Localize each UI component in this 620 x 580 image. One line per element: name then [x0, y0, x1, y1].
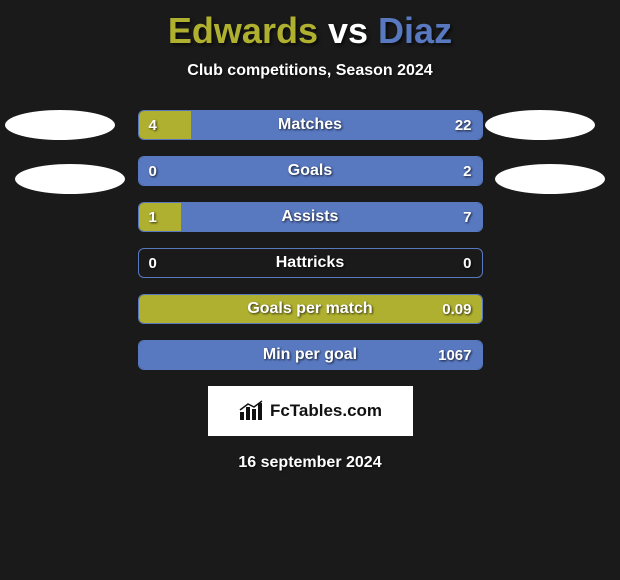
page-title: Edwards vs Diaz	[0, 0, 620, 52]
stat-label: Goals	[139, 157, 482, 185]
title-player1: Edwards	[168, 10, 318, 51]
stat-row: 17Assists	[138, 202, 483, 232]
date-text: 16 september 2024	[0, 454, 620, 472]
player-ellipse	[5, 110, 115, 140]
stat-label: Hattricks	[139, 249, 482, 277]
subtitle: Club competitions, Season 2024	[0, 62, 620, 80]
stat-row: 0.09Goals per match	[138, 294, 483, 324]
player-ellipse	[15, 164, 125, 194]
stat-label: Matches	[139, 111, 482, 139]
stat-row: 1067Min per goal	[138, 340, 483, 370]
stat-row: 02Goals	[138, 156, 483, 186]
stat-label: Min per goal	[139, 341, 482, 369]
brand-box: FcTables.com	[208, 386, 413, 436]
stat-row: 00Hattricks	[138, 248, 483, 278]
brand-text: FcTables.com	[270, 401, 382, 421]
player-ellipse	[485, 110, 595, 140]
stat-bars: 422Matches 02Goals 17Assists 00Hattricks 0.0…	[138, 110, 483, 370]
brand-chart-icon	[238, 400, 264, 422]
title-vs: vs	[328, 10, 368, 51]
stat-label: Assists	[139, 203, 482, 231]
title-player2: Diaz	[378, 10, 452, 51]
stat-label: Goals per match	[139, 295, 482, 323]
stat-row: 422Matches	[138, 110, 483, 140]
chart-content: 422Matches 02Goals 17Assists 00Hattricks 0.0…	[0, 110, 620, 472]
player-ellipse	[495, 164, 605, 194]
